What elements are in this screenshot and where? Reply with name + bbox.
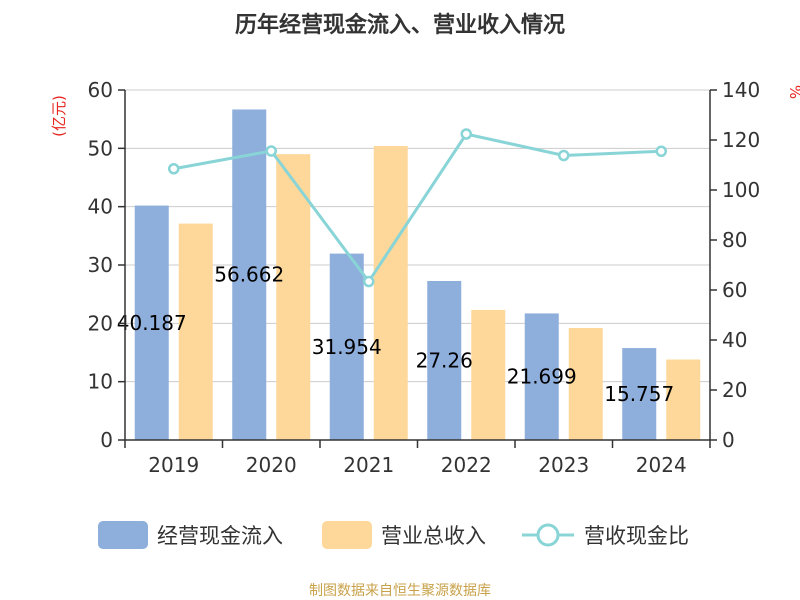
bar-cashflow	[134, 205, 169, 440]
bar-revenue	[666, 359, 701, 440]
y-right-tick-label: 0	[722, 428, 735, 452]
legend: 经营现金流入 营业总收入 营收现金比	[98, 521, 689, 549]
x-tick-label: 2023	[538, 453, 589, 477]
bar-revenue	[471, 309, 506, 440]
legend-label-cashflow: 经营现金流入	[157, 524, 283, 548]
x-tick-label: 2019	[148, 453, 199, 477]
point-ratio	[558, 149, 570, 162]
legend-label-revenue: 营业总收入	[381, 524, 486, 548]
legend-marker-ratio	[536, 523, 560, 547]
bar-cashflow	[622, 348, 657, 440]
bar-revenue	[568, 328, 603, 440]
axes: 0 10 20 30 40 50 60 0 20 40 60 80 100 120 140 2019 2020 2…	[88, 78, 761, 477]
y-left-tick-label: 10	[88, 370, 113, 394]
data-label: 40.187	[117, 311, 187, 335]
y-left-tick-label: 20	[88, 311, 113, 335]
y-right-tick-label: 80	[722, 228, 747, 252]
y-right-tick-label: 100	[722, 178, 760, 202]
data-label: 15.757	[604, 382, 674, 406]
y-right-tick-label: 40	[722, 328, 747, 352]
point-ratio	[265, 145, 277, 157]
y-right-tick-label: 60	[722, 278, 747, 302]
data-label: 21.699	[507, 365, 577, 389]
legend-swatch-cashflow	[98, 521, 148, 549]
bar-revenue	[276, 154, 311, 440]
y-right-unit: %	[786, 85, 800, 99]
legend-label-ratio: 营收现金比	[584, 524, 689, 548]
bar-cashflow	[329, 253, 364, 440]
y-left-tick-label: 50	[88, 136, 113, 160]
y-left-tick-label: 60	[88, 78, 113, 102]
y-right-tick-label: 20	[722, 378, 747, 402]
bar-revenue	[373, 146, 408, 440]
chart-title: 历年经营现金流入、营业收入情况	[235, 12, 565, 38]
data-label: 31.954	[312, 335, 382, 359]
data-label: 56.662	[214, 263, 284, 287]
x-tick-label: 2022	[441, 453, 492, 477]
x-tick-label: 2020	[246, 453, 297, 477]
footer-source: 制图数据来自恒生聚源数据库	[309, 583, 491, 599]
y-left-unit: (亿元)	[50, 95, 68, 137]
bar-revenue	[178, 223, 213, 440]
y-left-tick-label: 30	[88, 253, 113, 277]
x-tick-label: 2021	[343, 453, 394, 477]
legend-swatch-revenue	[322, 521, 372, 549]
line-series	[168, 128, 667, 288]
bars	[134, 109, 701, 440]
line-ratio	[173, 132, 662, 285]
gridlines	[125, 89, 710, 383]
bar-cashflow	[232, 109, 267, 440]
point-ratio	[655, 145, 667, 157]
point-ratio	[460, 128, 472, 140]
x-tick-label: 2024	[636, 453, 687, 477]
y-left-tick-label: 0	[100, 428, 113, 452]
data-labels: 40.187 56.662 31.954 27.26 21.699 15.757	[117, 263, 674, 406]
bar-cashflow	[427, 280, 462, 440]
point-ratio	[363, 275, 375, 288]
y-right-tick-label: 140	[722, 78, 760, 102]
bar-cashflow	[524, 313, 559, 440]
data-label: 27.26	[416, 348, 473, 372]
point-ratio	[168, 163, 180, 175]
y-left-tick-label: 40	[88, 195, 113, 219]
y-right-tick-label: 120	[722, 128, 760, 152]
